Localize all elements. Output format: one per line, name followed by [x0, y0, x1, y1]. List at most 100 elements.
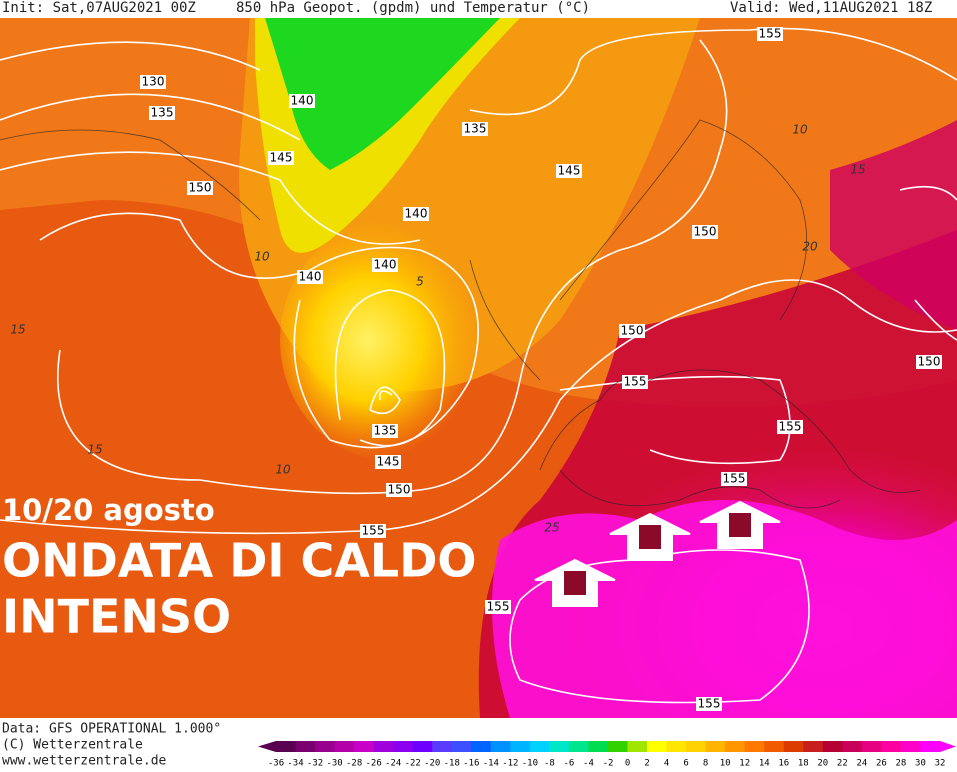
- geopotential-label: 155: [487, 600, 510, 614]
- scale-label: 32: [935, 759, 946, 769]
- scale-swatch: [490, 741, 511, 752]
- scale-swatch: [529, 741, 550, 752]
- temperature-label: 25: [544, 521, 559, 535]
- label-box: [360, 524, 386, 538]
- temperature-label: 10: [792, 123, 808, 137]
- copyright: (C) Wetterzentrale: [2, 738, 143, 753]
- scale-label: -16: [463, 759, 479, 769]
- scale-label: 10: [720, 759, 731, 769]
- scale-label: -2: [603, 759, 614, 769]
- geopotential-label: 145: [377, 455, 400, 469]
- heat-arrows: [534, 500, 781, 607]
- scale-label: -4: [583, 759, 594, 769]
- scale-swatch: [764, 741, 785, 752]
- color-scale: -36 -34 -32 -30 -28 -26 -24 -22 -20 -18 -16 -14 -12-…: [258, 741, 956, 769]
- scale-swatch: [666, 741, 687, 752]
- label-box: [757, 27, 783, 41]
- label-box: [187, 181, 213, 195]
- scale-label: 26: [876, 759, 887, 769]
- website: www.wetterzentrale.de: [2, 754, 167, 769]
- geopotential-label: 135: [151, 106, 174, 120]
- valid-time: Valid: Wed,11AUG2021 18Z: [730, 0, 932, 16]
- geopotential-label: 140: [374, 258, 397, 272]
- temperature-label: 5: [416, 275, 424, 289]
- scale-swatch: [647, 741, 668, 752]
- scale-swatch: [354, 741, 375, 752]
- scale-label: -24: [385, 759, 401, 769]
- scale-swatch: [510, 741, 531, 752]
- cold-field: [265, 18, 500, 170]
- geopotential-label: 155: [779, 420, 802, 434]
- scale-swatch: [295, 741, 316, 752]
- geopotential-label: 155: [698, 697, 721, 711]
- temperature-label: 15: [850, 163, 865, 177]
- scale-label: 24: [856, 759, 867, 769]
- geopotential-label: 140: [291, 94, 314, 108]
- label-box: [375, 455, 401, 469]
- scale-label: -6: [564, 759, 575, 769]
- label-box: [556, 164, 582, 178]
- scale-swatch: [900, 741, 921, 752]
- geopotential-label: 145: [270, 151, 293, 165]
- scale-label: -22: [405, 759, 421, 769]
- label-box: [149, 106, 175, 120]
- scale-label: -20: [424, 759, 440, 769]
- scale-swatch: [373, 741, 394, 752]
- scale-swatch: [334, 741, 355, 752]
- label-box: [289, 94, 315, 108]
- scale-swatch: [881, 741, 902, 752]
- arrow-core: [637, 523, 663, 551]
- scale-swatch: [568, 741, 589, 752]
- label-box: [777, 420, 803, 434]
- geopotential-labels: 1301351401451501401351451401401501501551…: [140, 27, 942, 711]
- scale-label: -10: [522, 759, 538, 769]
- temperature-label: 15: [87, 443, 102, 457]
- scale-swatch: [549, 741, 570, 752]
- scale-label: -18: [444, 759, 460, 769]
- geopotential-label: 150: [694, 225, 717, 239]
- label-box: [403, 207, 429, 221]
- scale-swatch: [627, 741, 648, 752]
- geopotential-label: 145: [558, 164, 581, 178]
- scale-label: 16: [778, 759, 789, 769]
- scale-swatch: [412, 741, 433, 752]
- scale-swatch: [803, 741, 824, 752]
- scale-label: 28: [896, 759, 907, 769]
- scale-swatch: [686, 741, 707, 752]
- scale-swatch: [276, 741, 297, 752]
- scale-label: 22: [837, 759, 848, 769]
- data-source: Data: GFS OPERATIONAL 1.000°: [2, 722, 221, 737]
- geopotential-label: 140: [405, 207, 428, 221]
- geopotential-label: 155: [759, 27, 782, 41]
- temperature-label: 10: [254, 250, 270, 264]
- scale-swatch: [920, 741, 941, 752]
- scale-swatch: [315, 741, 336, 752]
- label-box: [386, 483, 412, 497]
- geopotential-label: 150: [388, 483, 411, 497]
- scale-arrow: [258, 741, 276, 752]
- label-box: [696, 697, 722, 711]
- scale-label: -12: [502, 759, 518, 769]
- scale-swatch: [393, 741, 414, 752]
- scale-label: 4: [664, 759, 669, 769]
- map-area: 1301351401451501401351451401401501501551…: [0, 18, 957, 718]
- geopotential-label: 150: [918, 355, 941, 369]
- temperature-label: 10: [275, 463, 291, 477]
- geopotential-label: 135: [374, 424, 397, 438]
- scale-swatch: [725, 741, 746, 752]
- scale-label: -14: [483, 759, 499, 769]
- overlay-headline: ONDATA DI CALDO: [2, 534, 477, 588]
- label-box: [692, 225, 718, 239]
- scale-label: 2: [644, 759, 649, 769]
- geopotential-label: 155: [624, 375, 647, 389]
- label-box: [297, 270, 323, 284]
- scale-label: 14: [759, 759, 770, 769]
- scale-label: 20: [817, 759, 828, 769]
- overlay-headline: INTENSO: [2, 590, 231, 644]
- scale-label: -34: [287, 759, 303, 769]
- scale-label: -8: [544, 759, 555, 769]
- init-time: Init: Sat,07AUG2021 00Z: [2, 0, 196, 16]
- scale-label: 0: [625, 759, 630, 769]
- scale-label: -26: [366, 759, 382, 769]
